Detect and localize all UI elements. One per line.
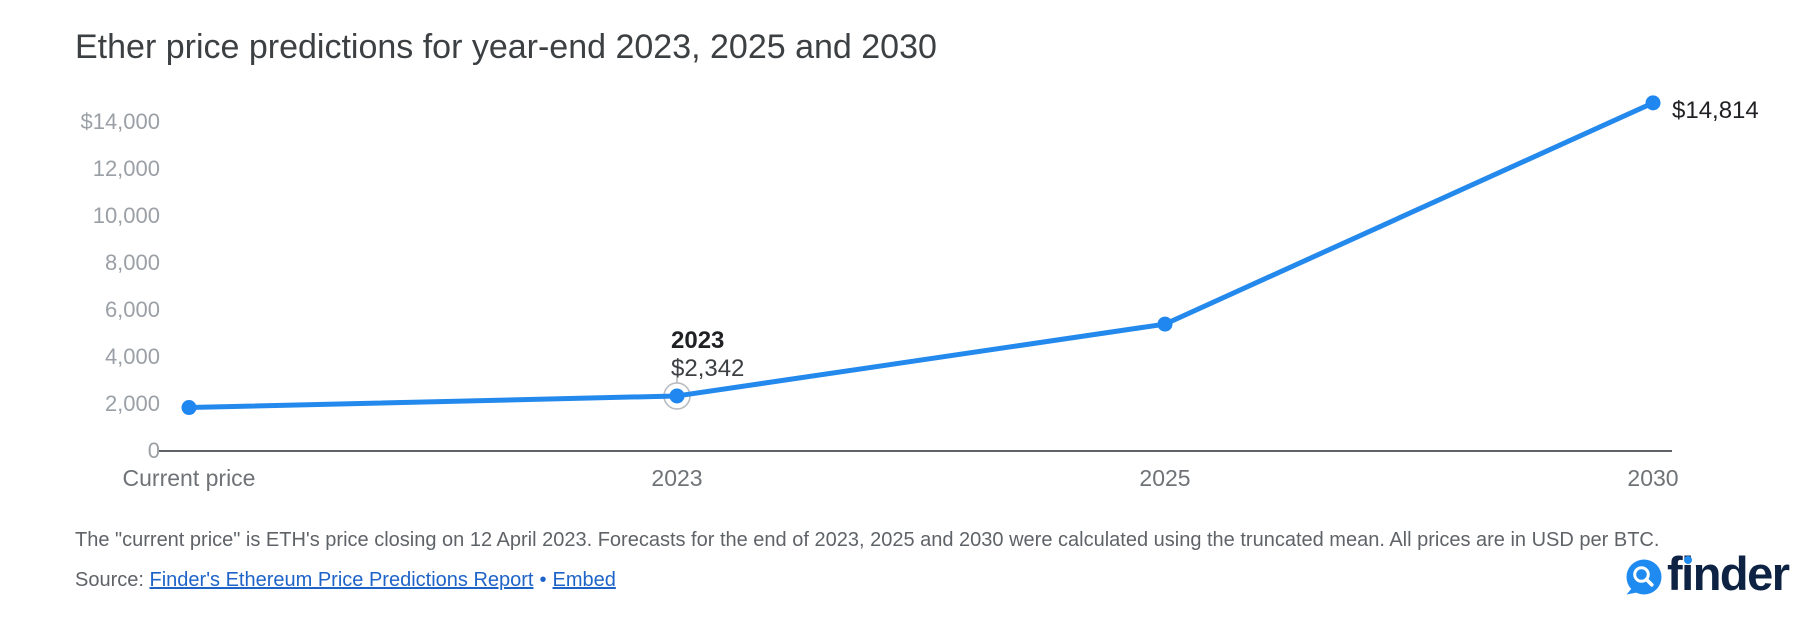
x-axis-tick-label: Current price — [122, 465, 256, 491]
annotation-year: 2023 — [671, 326, 725, 354]
annotation-price: $2,342 — [671, 354, 745, 382]
source-report-link[interactable]: Finder's Ethereum Price Predictions Repo… — [149, 569, 534, 591]
price-line — [186, 100, 1656, 411]
data-point-current-price — [181, 400, 197, 416]
data-point-2025 — [1157, 316, 1173, 332]
magnifier-icon — [1626, 559, 1662, 595]
x-axis-tick-label: 2023 — [651, 465, 703, 491]
x-axis-tick-label: 2030 — [1627, 465, 1679, 491]
y-axis-tick-label: 4,000 — [104, 344, 160, 369]
source-embed-link[interactable]: Embed — [552, 569, 616, 591]
footnote: The "current price" is ETH's price closi… — [75, 529, 1660, 551]
source-prefix: Source: — [75, 569, 144, 591]
link-separator: • — [539, 569, 547, 591]
data-point-2030 — [1645, 95, 1661, 111]
source-bar: Source: Finder's Ethereum Price Predicti… — [75, 569, 616, 592]
brand-wordmark: finder — [1667, 547, 1790, 600]
y-axis-tick-label: 0 — [147, 438, 160, 463]
y-axis-tick-label: 12,000 — [92, 156, 160, 181]
y-axis-tick-label: 2,000 — [104, 391, 160, 416]
y-axis-tick-label: $14,000 — [80, 109, 160, 134]
y-axis-tick-label: 6,000 — [104, 297, 160, 322]
data-point-2023 — [669, 388, 685, 404]
x-axis-tick-label: 2025 — [1139, 465, 1191, 491]
annotation-2023: 2023 $2,342 — [671, 326, 745, 382]
y-axis-tick-label: 10,000 — [92, 203, 160, 228]
endpoint-value-label: $14,814 — [1672, 96, 1759, 124]
brand-i-dot — [1684, 556, 1692, 564]
y-axis-tick-label: 8,000 — [104, 250, 160, 275]
finder-logo: finder — [1624, 548, 1790, 600]
page-title: Ether price predictions for year-end 202… — [75, 28, 937, 66]
